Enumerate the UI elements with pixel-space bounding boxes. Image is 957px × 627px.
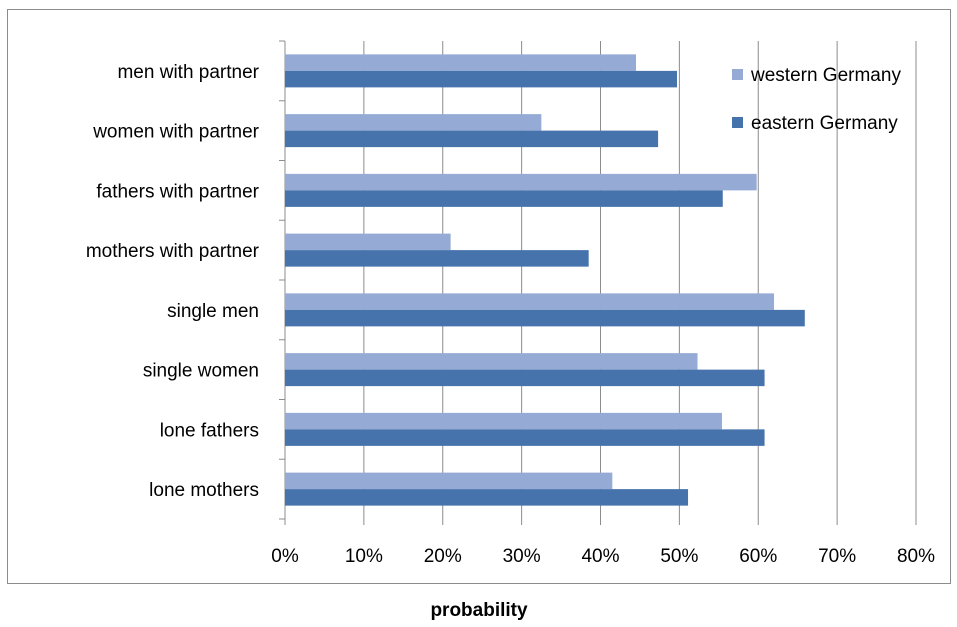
x-tick-label: 20%: [424, 546, 462, 567]
category-label: mothers with partner: [86, 241, 260, 262]
bar-eastern: [285, 250, 589, 267]
category-label: single women: [143, 361, 259, 382]
legend-label: eastern Germany: [751, 113, 898, 134]
bar-western: [285, 472, 613, 490]
x-tick-label: 0%: [271, 546, 299, 567]
bar-western: [285, 293, 775, 310]
x-tick-label: 80%: [897, 546, 935, 567]
x-axis-title: probability: [430, 600, 528, 621]
bar-eastern: [285, 489, 689, 506]
category-label: fathers with partner: [96, 181, 259, 202]
x-tick-label: 10%: [345, 546, 383, 567]
bar-eastern: [285, 130, 659, 148]
category-label: single men: [167, 301, 259, 322]
x-tick-label: 70%: [818, 546, 856, 567]
bar-eastern: [285, 369, 765, 387]
category-label: women with partner: [92, 122, 259, 143]
legend-swatch: [732, 69, 743, 80]
bar-western: [285, 173, 757, 191]
x-tick-label: 30%: [503, 546, 541, 567]
bar-eastern: [285, 429, 765, 446]
bar-western: [285, 353, 698, 370]
bar-eastern: [285, 309, 805, 327]
bar-western: [285, 114, 542, 131]
bar-eastern: [285, 190, 723, 207]
bar-eastern: [285, 70, 678, 88]
category-label: men with partner: [117, 62, 259, 83]
bar-western: [285, 233, 451, 251]
bar-western: [285, 54, 636, 71]
x-tick-label: 60%: [739, 546, 777, 567]
bar-western: [285, 412, 722, 430]
x-tick-label: 40%: [581, 546, 619, 567]
legend-label: western Germany: [750, 65, 901, 86]
category-label: lone fathers: [160, 420, 259, 441]
legend-swatch: [732, 117, 743, 128]
x-tick-label: 50%: [660, 546, 698, 567]
category-label: lone mothers: [149, 480, 259, 501]
